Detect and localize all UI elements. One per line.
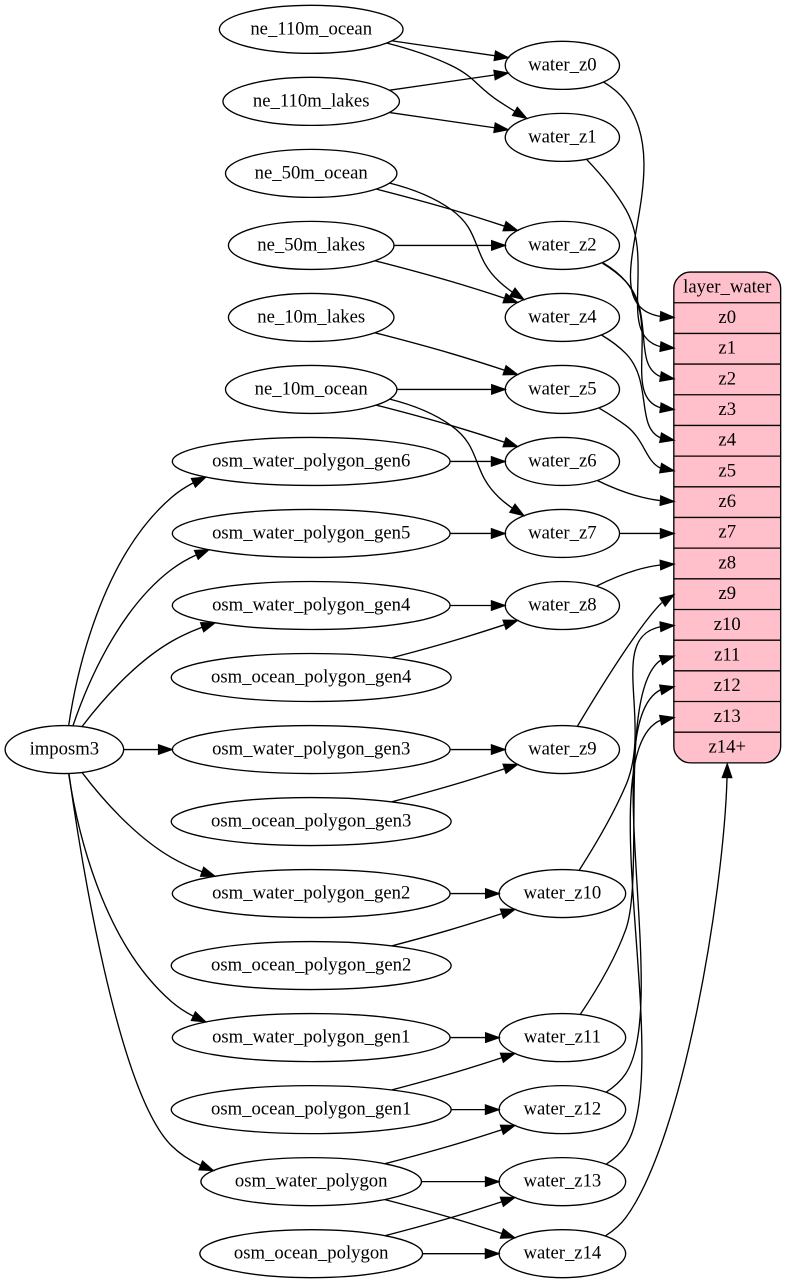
svg-text:water_z11: water_z11 (524, 1027, 601, 1048)
svg-text:osm_water_polygon_gen6: osm_water_polygon_gen6 (212, 450, 410, 471)
svg-text:z3: z3 (718, 399, 736, 420)
svg-text:osm_ocean_polygon_gen4: osm_ocean_polygon_gen4 (211, 666, 412, 687)
svg-text:ne_110m_ocean: ne_110m_ocean (250, 18, 372, 39)
svg-text:ne_110m_lakes: ne_110m_lakes (253, 90, 370, 111)
svg-text:z9: z9 (718, 583, 736, 604)
svg-text:z12: z12 (714, 675, 741, 696)
svg-text:z4: z4 (718, 430, 736, 451)
svg-text:water_z1: water_z1 (528, 126, 596, 147)
svg-text:layer_water: layer_water (683, 276, 772, 297)
svg-text:z13: z13 (714, 706, 741, 727)
svg-text:water_z14: water_z14 (523, 1243, 601, 1264)
svg-text:osm_water_polygon_gen5: osm_water_polygon_gen5 (212, 522, 410, 543)
svg-text:ne_50m_ocean: ne_50m_ocean (255, 162, 369, 183)
svg-text:water_z2: water_z2 (528, 234, 596, 255)
svg-text:z14+: z14+ (708, 736, 746, 757)
svg-text:z7: z7 (718, 522, 736, 543)
svg-text:ne_10m_ocean: ne_10m_ocean (255, 378, 369, 399)
svg-text:osm_ocean_polygon_gen1: osm_ocean_polygon_gen1 (211, 1099, 411, 1120)
svg-text:osm_water_polygon: osm_water_polygon (235, 1171, 388, 1192)
svg-text:water_z7: water_z7 (528, 522, 596, 543)
svg-text:water_z10: water_z10 (523, 883, 601, 904)
svg-text:z6: z6 (718, 491, 736, 512)
svg-text:osm_water_polygon_gen4: osm_water_polygon_gen4 (212, 594, 411, 615)
svg-text:z11: z11 (714, 644, 740, 665)
svg-text:z1: z1 (718, 338, 736, 359)
svg-text:osm_ocean_polygon_gen2: osm_ocean_polygon_gen2 (211, 955, 411, 976)
svg-text:osm_water_polygon_gen3: osm_water_polygon_gen3 (212, 738, 410, 759)
svg-text:imposm3: imposm3 (30, 738, 100, 759)
svg-text:osm_water_polygon_gen2: osm_water_polygon_gen2 (212, 883, 410, 904)
svg-text:osm_ocean_polygon: osm_ocean_polygon (234, 1243, 389, 1264)
svg-text:z10: z10 (714, 614, 741, 635)
svg-text:z5: z5 (718, 460, 736, 481)
svg-text:osm_water_polygon_gen1: osm_water_polygon_gen1 (212, 1027, 410, 1048)
svg-text:z0: z0 (718, 307, 736, 328)
svg-text:water_z4: water_z4 (528, 306, 597, 327)
svg-text:water_z5: water_z5 (528, 378, 596, 399)
svg-text:water_z6: water_z6 (528, 450, 596, 471)
svg-text:ne_50m_lakes: ne_50m_lakes (257, 234, 365, 255)
svg-text:z8: z8 (718, 552, 736, 573)
svg-text:z2: z2 (718, 368, 736, 389)
svg-text:ne_10m_lakes: ne_10m_lakes (257, 306, 365, 327)
svg-text:water_z8: water_z8 (528, 594, 596, 615)
svg-text:water_z9: water_z9 (528, 738, 596, 759)
svg-text:water_z12: water_z12 (523, 1099, 601, 1120)
svg-text:water_z13: water_z13 (523, 1171, 601, 1192)
svg-text:water_z0: water_z0 (528, 54, 596, 75)
svg-text:osm_ocean_polygon_gen3: osm_ocean_polygon_gen3 (211, 810, 411, 831)
